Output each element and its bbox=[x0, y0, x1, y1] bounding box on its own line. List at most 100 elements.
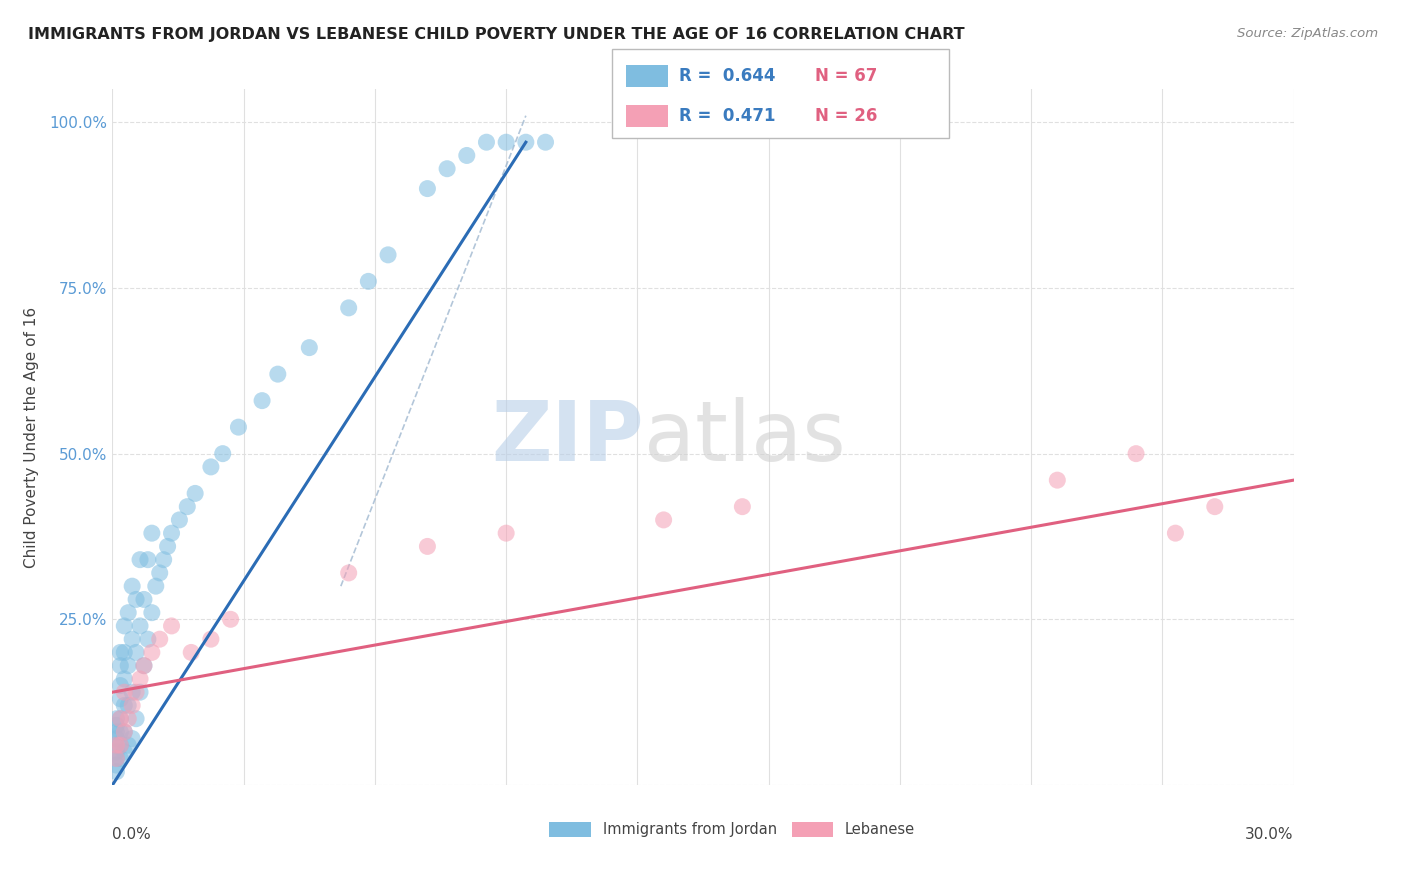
Point bbox=[456, 148, 478, 162]
Point bbox=[180, 645, 202, 659]
Point bbox=[176, 500, 198, 514]
Point bbox=[110, 738, 132, 752]
Point bbox=[117, 658, 139, 673]
Point bbox=[160, 526, 183, 541]
Point bbox=[105, 745, 128, 759]
Point bbox=[110, 691, 132, 706]
Point bbox=[1046, 473, 1069, 487]
Point bbox=[105, 712, 128, 726]
Point bbox=[160, 619, 183, 633]
Text: Source: ZipAtlas.com: Source: ZipAtlas.com bbox=[1237, 27, 1378, 40]
Point bbox=[110, 751, 132, 765]
Point bbox=[200, 459, 222, 474]
Point bbox=[117, 698, 139, 713]
Point bbox=[121, 579, 143, 593]
FancyBboxPatch shape bbox=[550, 822, 591, 837]
Point bbox=[228, 420, 250, 434]
Point bbox=[337, 301, 360, 315]
Point bbox=[117, 738, 139, 752]
Point bbox=[110, 645, 132, 659]
Point bbox=[117, 606, 139, 620]
Point bbox=[731, 500, 754, 514]
Point bbox=[152, 552, 174, 566]
Text: 0.0%: 0.0% bbox=[112, 827, 152, 842]
Point bbox=[121, 731, 143, 746]
Text: atlas: atlas bbox=[644, 397, 845, 477]
Point bbox=[652, 513, 675, 527]
Point bbox=[105, 751, 128, 765]
Point bbox=[145, 579, 167, 593]
Point bbox=[200, 632, 222, 647]
Point bbox=[112, 745, 135, 759]
Point bbox=[110, 712, 132, 726]
Point bbox=[495, 526, 517, 541]
Point bbox=[1125, 447, 1147, 461]
Point bbox=[495, 135, 517, 149]
Point bbox=[141, 606, 163, 620]
Point bbox=[125, 712, 148, 726]
Point bbox=[105, 725, 128, 739]
Point bbox=[105, 738, 128, 752]
Point bbox=[112, 698, 135, 713]
Point bbox=[416, 540, 439, 554]
Point bbox=[141, 526, 163, 541]
Point bbox=[112, 725, 135, 739]
Point bbox=[267, 367, 290, 381]
Point bbox=[1164, 526, 1187, 541]
Text: N = 67: N = 67 bbox=[815, 67, 877, 85]
Point bbox=[105, 718, 128, 732]
Point bbox=[219, 612, 242, 626]
Point bbox=[110, 725, 132, 739]
Point bbox=[129, 619, 152, 633]
Point bbox=[105, 731, 128, 746]
Text: 30.0%: 30.0% bbox=[1246, 827, 1294, 842]
Point bbox=[125, 645, 148, 659]
Point bbox=[121, 632, 143, 647]
Point bbox=[337, 566, 360, 580]
Point bbox=[475, 135, 498, 149]
Point bbox=[141, 645, 163, 659]
Point bbox=[105, 751, 128, 765]
Point bbox=[149, 566, 172, 580]
Point bbox=[534, 135, 557, 149]
Text: Immigrants from Jordan: Immigrants from Jordan bbox=[603, 822, 776, 837]
Point bbox=[112, 619, 135, 633]
Point bbox=[169, 513, 191, 527]
Point bbox=[105, 764, 128, 779]
Point bbox=[136, 632, 159, 647]
Point bbox=[129, 685, 152, 699]
Point bbox=[136, 552, 159, 566]
Point bbox=[250, 393, 273, 408]
Text: Lebanese: Lebanese bbox=[845, 822, 915, 837]
Point bbox=[436, 161, 458, 176]
Point bbox=[184, 486, 207, 500]
Point bbox=[125, 592, 148, 607]
Point bbox=[125, 685, 148, 699]
Point bbox=[105, 738, 128, 752]
Text: N = 26: N = 26 bbox=[815, 107, 877, 125]
Point bbox=[377, 248, 399, 262]
Point bbox=[112, 672, 135, 686]
Point bbox=[132, 658, 155, 673]
Point bbox=[121, 685, 143, 699]
Point bbox=[112, 645, 135, 659]
Point bbox=[211, 447, 233, 461]
Y-axis label: Child Poverty Under the Age of 16: Child Poverty Under the Age of 16 bbox=[24, 307, 38, 567]
Text: IMMIGRANTS FROM JORDAN VS LEBANESE CHILD POVERTY UNDER THE AGE OF 16 CORRELATION: IMMIGRANTS FROM JORDAN VS LEBANESE CHILD… bbox=[28, 27, 965, 42]
Point bbox=[110, 658, 132, 673]
Point bbox=[416, 181, 439, 195]
Point bbox=[112, 685, 135, 699]
Point bbox=[129, 552, 152, 566]
Point bbox=[132, 658, 155, 673]
Point bbox=[105, 758, 128, 772]
Text: R =  0.644: R = 0.644 bbox=[679, 67, 776, 85]
Point bbox=[117, 712, 139, 726]
Point bbox=[149, 632, 172, 647]
Point bbox=[121, 698, 143, 713]
Point bbox=[112, 725, 135, 739]
Point bbox=[110, 712, 132, 726]
Text: ZIP: ZIP bbox=[492, 397, 644, 477]
Point bbox=[110, 679, 132, 693]
Point bbox=[515, 135, 537, 149]
Point bbox=[1204, 500, 1226, 514]
